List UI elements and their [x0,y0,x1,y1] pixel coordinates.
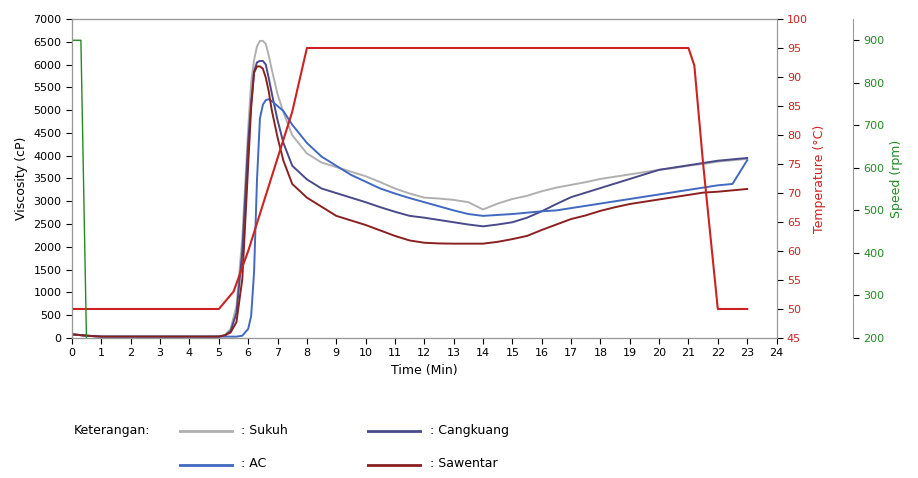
Text: Keterangan:: Keterangan: [73,424,150,437]
Y-axis label: Viscosity (cP): Viscosity (cP) [15,137,28,220]
Text: : AC: : AC [241,457,266,470]
Y-axis label: Speed (rpm): Speed (rpm) [890,140,903,217]
X-axis label: Time (Min): Time (Min) [391,364,457,377]
Y-axis label: Temperature (°C): Temperature (°C) [813,124,826,233]
Text: : Sawentar: : Sawentar [430,457,498,470]
Text: : Cangkuang: : Cangkuang [430,424,509,437]
Text: : Sukuh: : Sukuh [241,424,287,437]
